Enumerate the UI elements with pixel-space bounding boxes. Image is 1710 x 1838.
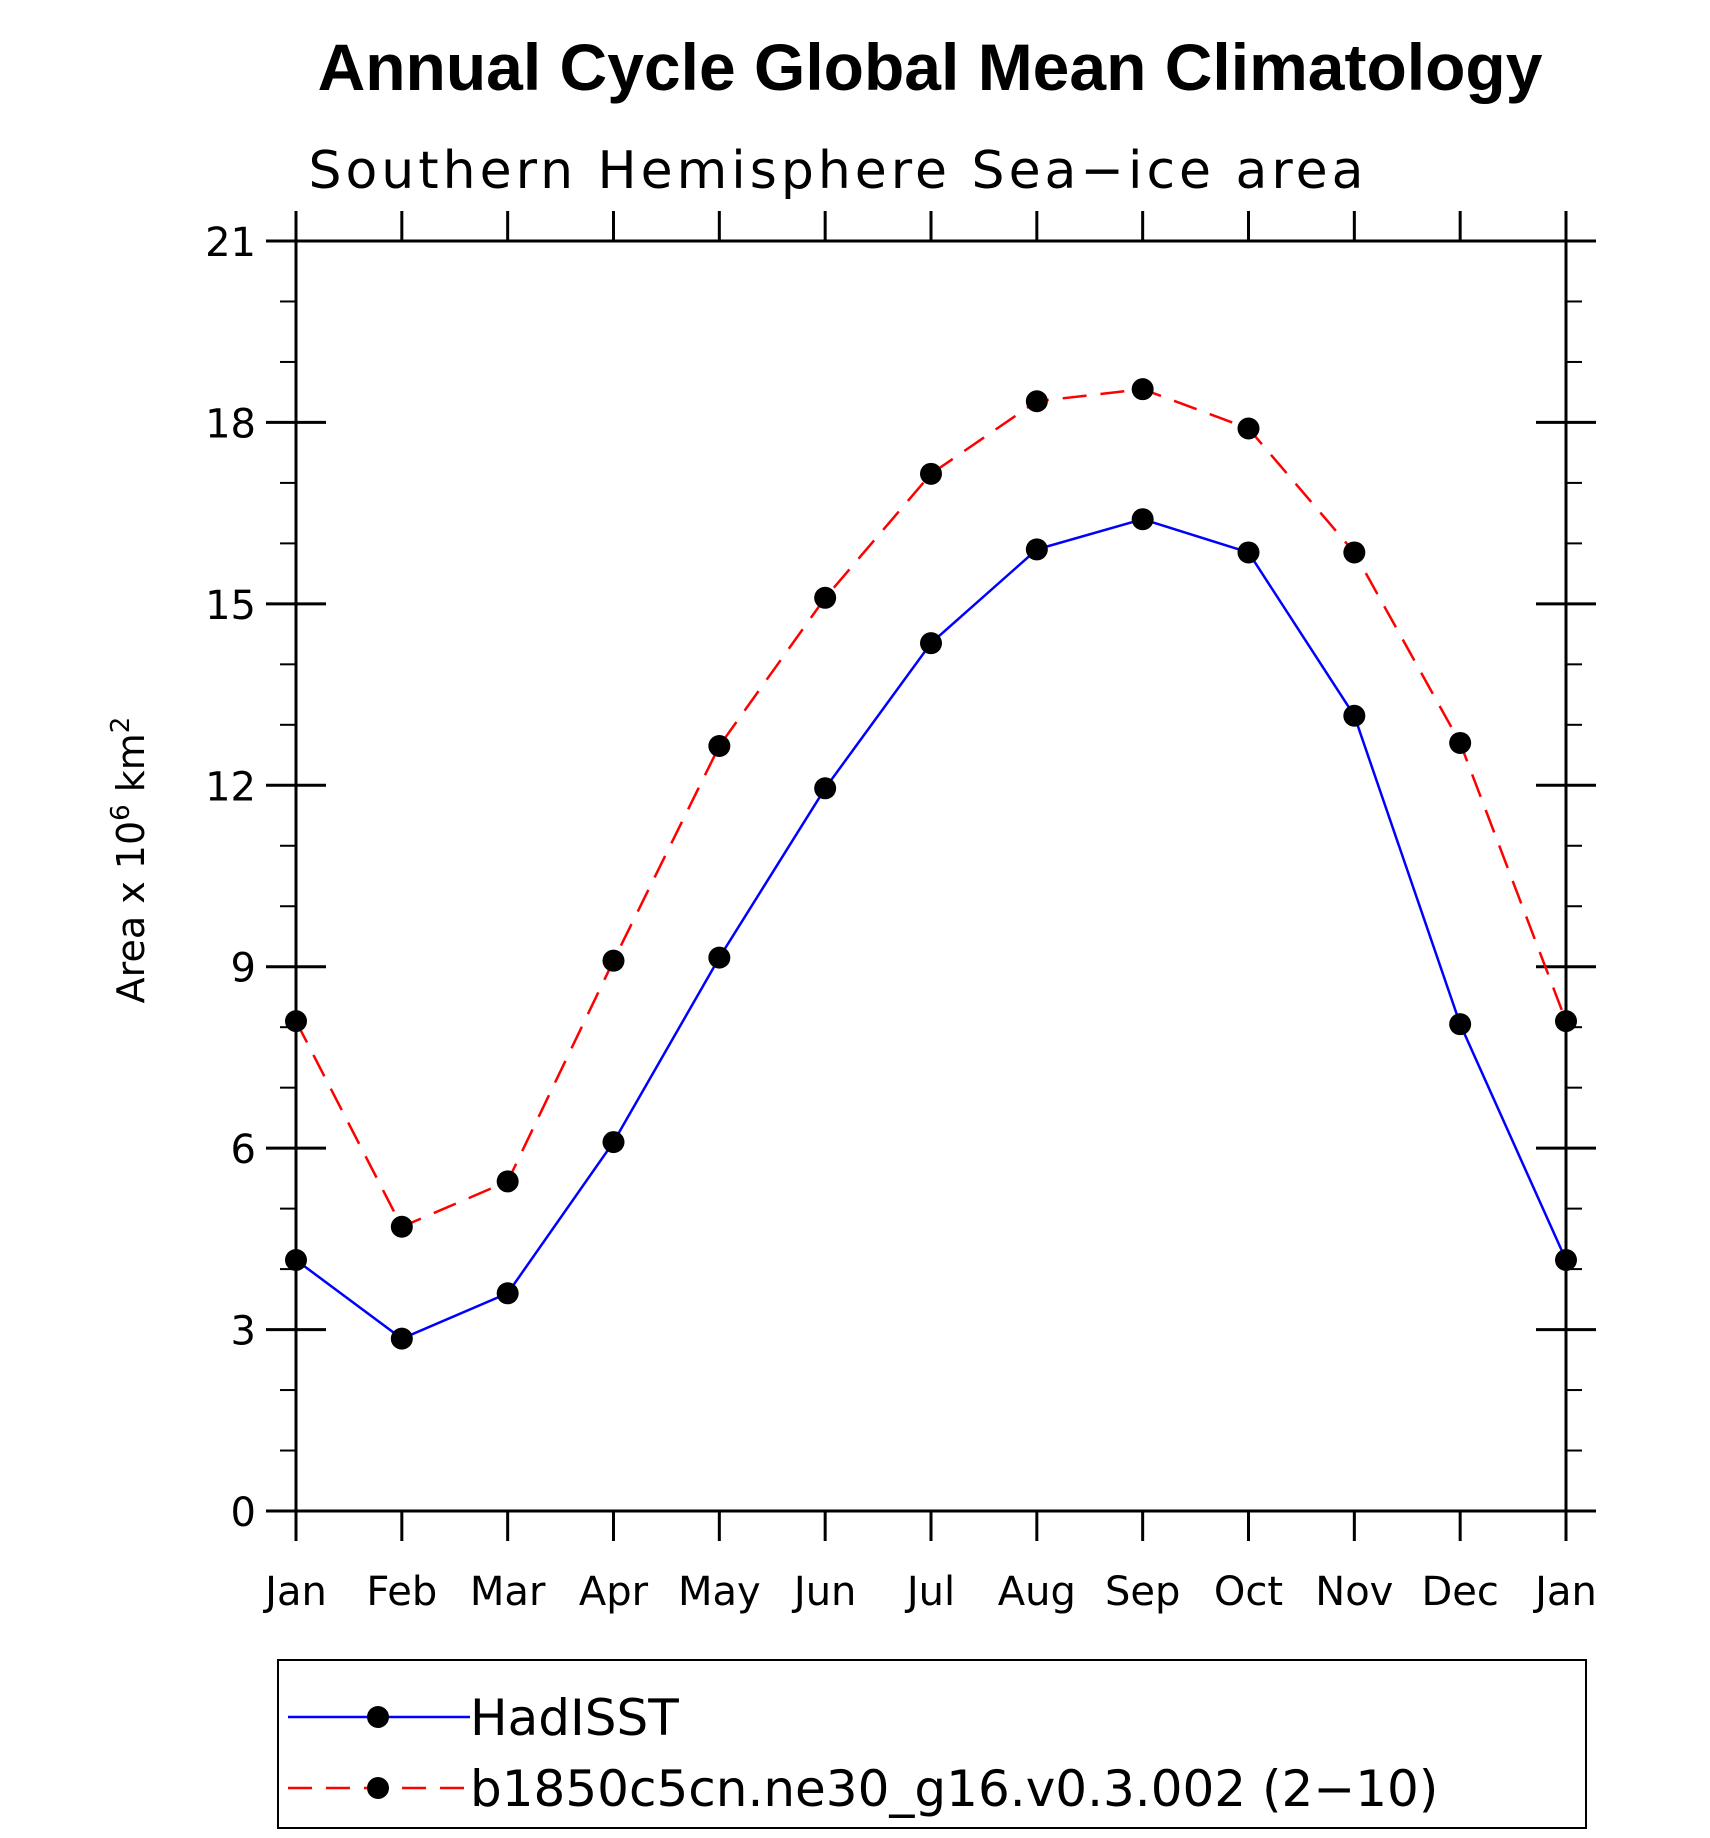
data-point (1343, 541, 1366, 564)
data-point (1237, 417, 1260, 440)
chart-title: Annual Cycle Global Mean Climatology (318, 30, 1543, 104)
y-tick-label: 3 (231, 1309, 256, 1355)
y-axis-label: Area x 106 km2 (106, 717, 153, 1004)
x-tick-label: Oct (1214, 1569, 1283, 1615)
data-point (496, 1170, 519, 1193)
svg-text:Area x 106 km2: Area x 106 km2 (106, 717, 153, 1004)
series-line (294, 387, 1568, 1229)
x-tick-label: Feb (366, 1569, 437, 1615)
data-point (1449, 731, 1472, 754)
y-tick-label: 15 (205, 583, 256, 629)
y-tick-label: 9 (231, 946, 256, 992)
x-tick-label: Jan (262, 1569, 327, 1615)
data-point (602, 949, 625, 972)
series-1 (285, 378, 1577, 1238)
y-axis-label-exp2: 2 (106, 717, 136, 734)
y-tick-label: 18 (205, 401, 256, 447)
y-axis-label-unit: km (109, 733, 153, 804)
legend-marker (367, 1777, 389, 1799)
data-point (814, 586, 837, 609)
legend-marker (367, 1706, 389, 1728)
x-tick-label: Mar (470, 1569, 546, 1615)
data-point (1131, 378, 1154, 401)
data-point (1131, 508, 1154, 531)
legend-label: HadISST (470, 1689, 679, 1747)
data-point (920, 632, 942, 655)
chart-subtitle: Southern Hemisphere Sea−ice area (308, 141, 1367, 201)
legend: HadISST b1850c5cn.ne30_g16.v0.3.002 (2−10… (277, 1659, 1587, 1829)
data-point (1343, 704, 1366, 727)
data-point (920, 462, 942, 485)
series-layer (285, 378, 1577, 1350)
legend-label: b1850c5cn.ne30_g16.v0.3.002 (2−10) (470, 1760, 1438, 1818)
data-point (814, 777, 837, 800)
data-point (708, 946, 731, 969)
x-tick-label: Jul (904, 1569, 955, 1615)
x-tick-label: Jan (1532, 1569, 1597, 1615)
axis-ticks (266, 211, 1596, 1541)
y-axis-label-prefix: Area x 10 (109, 821, 153, 1003)
series-0 (285, 508, 1577, 1350)
x-tick-label: Aug (998, 1569, 1076, 1615)
y-tick-labels: 0 3 6 9 12 15 18 21 (205, 220, 256, 1536)
y-tick-label: 6 (231, 1127, 256, 1173)
plot-frame (294, 239, 1568, 1513)
data-point (390, 1327, 413, 1350)
data-point (390, 1215, 413, 1238)
y-tick-label: 21 (205, 220, 256, 266)
data-point (708, 734, 731, 757)
data-point (1237, 541, 1260, 564)
y-tick-label: 0 (231, 1490, 256, 1536)
y-axis-label-exp1: 6 (106, 804, 136, 821)
x-tick-label: May (678, 1569, 761, 1615)
y-tick-label: 12 (205, 764, 256, 810)
x-tick-labels: Jan Feb Mar Apr May Jun Jul Aug Sep Oct Nov Dec Jan (262, 1569, 1597, 1615)
x-tick-label: Sep (1105, 1569, 1180, 1615)
legend-box (277, 1659, 1587, 1829)
data-point (496, 1282, 519, 1305)
data-point (1025, 390, 1048, 413)
x-tick-label: Jun (791, 1569, 857, 1615)
x-tick-label: Nov (1315, 1569, 1393, 1615)
data-point (1449, 1013, 1472, 1036)
x-tick-label: Dec (1421, 1569, 1498, 1615)
data-point (1025, 538, 1048, 561)
x-tick-label: Apr (579, 1569, 649, 1615)
data-point (602, 1131, 625, 1154)
